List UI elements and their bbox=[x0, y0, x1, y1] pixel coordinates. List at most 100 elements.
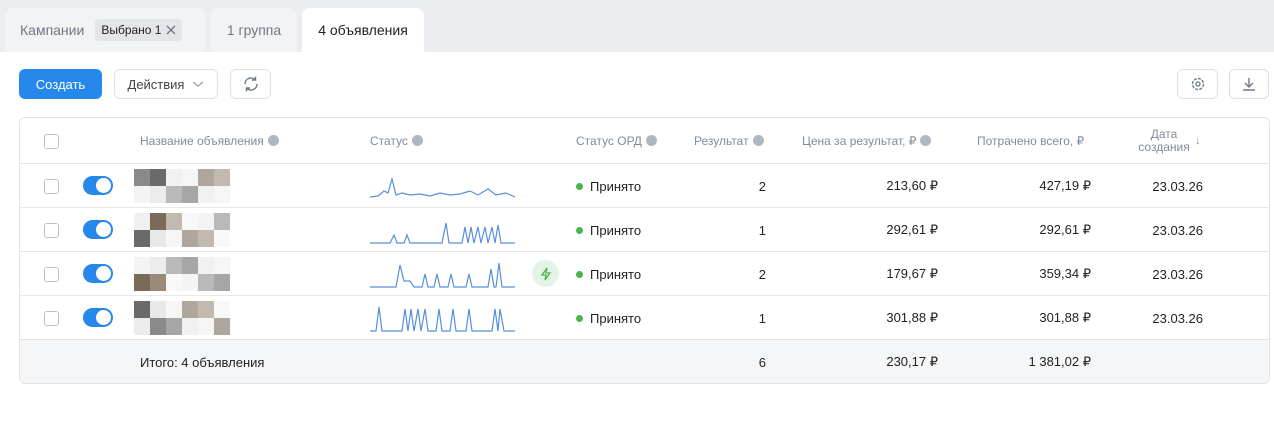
column-header[interactable]: Результат bbox=[694, 118, 764, 163]
status-dot bbox=[576, 183, 583, 190]
blur-block bbox=[166, 186, 182, 203]
gear-icon bbox=[1191, 77, 1204, 91]
button-label: Действия bbox=[127, 76, 185, 92]
column-header[interactable]: Статус ОРД bbox=[576, 118, 657, 163]
blur-block bbox=[134, 230, 150, 247]
refresh-button[interactable] bbox=[230, 69, 271, 99]
total-label: Итого: 4 объявления bbox=[140, 354, 265, 370]
blur-block bbox=[166, 318, 182, 335]
toggle[interactable] bbox=[83, 220, 113, 239]
status-dot bbox=[576, 315, 583, 322]
button-label: Создать bbox=[35, 76, 86, 92]
blur-block bbox=[214, 169, 230, 186]
blur-block bbox=[214, 274, 230, 291]
ord-status: Принято bbox=[590, 178, 642, 194]
row-checkbox[interactable] bbox=[44, 267, 59, 282]
spent: 427,19 ₽ bbox=[1039, 178, 1091, 193]
blur-block bbox=[134, 301, 150, 318]
result: 1 bbox=[758, 310, 766, 326]
row-checkbox[interactable] bbox=[44, 223, 59, 238]
download-button[interactable] bbox=[1229, 69, 1269, 99]
ad-row[interactable]: Принято 2 213,60 ₽ 427,19 ₽ 23.03.26 bbox=[20, 163, 1269, 208]
sparkline-path bbox=[370, 262, 515, 288]
header-label: Статус bbox=[370, 133, 408, 148]
campaigns-tab[interactable]: Кампании Выбрано 1 bbox=[5, 8, 205, 52]
boost-badge[interactable] bbox=[532, 260, 559, 287]
blur-block bbox=[134, 169, 150, 186]
blur-block bbox=[150, 186, 166, 203]
column-header[interactable]: Статус bbox=[370, 118, 423, 163]
toggle[interactable] bbox=[83, 308, 113, 327]
toggle[interactable] bbox=[83, 264, 113, 283]
toggle-knob bbox=[96, 266, 111, 281]
created-date: 23.03.26 bbox=[1152, 222, 1203, 238]
blur-block bbox=[182, 230, 198, 247]
column-header[interactable]: Дата создания ↓ bbox=[1133, 118, 1213, 163]
status-dot bbox=[576, 227, 583, 234]
close-icon[interactable] bbox=[166, 25, 176, 35]
sparkline bbox=[370, 306, 515, 332]
toggle-knob bbox=[96, 310, 111, 325]
blur-block bbox=[150, 301, 166, 318]
ad-thumbnail bbox=[134, 213, 230, 247]
blur-block bbox=[214, 213, 230, 230]
price: 292,61 ₽ bbox=[886, 222, 938, 237]
blur-block bbox=[166, 213, 182, 230]
blur-block bbox=[182, 169, 198, 186]
tab-label: 1 группа bbox=[226, 22, 282, 38]
result: 2 bbox=[758, 178, 766, 194]
blur-block bbox=[198, 301, 214, 318]
price: 179,67 ₽ bbox=[886, 266, 938, 281]
table: Название объявления Статус Статус ОРД Ре… bbox=[19, 117, 1270, 384]
toggle[interactable] bbox=[83, 176, 113, 195]
blur-block bbox=[150, 274, 166, 291]
select-all-checkbox[interactable] bbox=[44, 134, 59, 149]
ad-thumbnail bbox=[134, 301, 230, 335]
blur-block bbox=[182, 186, 198, 203]
result: 2 bbox=[758, 266, 766, 282]
sparkline bbox=[370, 176, 515, 198]
status-dot bbox=[576, 271, 583, 278]
blur-block bbox=[134, 274, 150, 291]
blur-block bbox=[182, 318, 198, 335]
ads-tab[interactable]: 4 объявления bbox=[302, 8, 424, 52]
row-checkbox[interactable] bbox=[44, 311, 59, 326]
row-checkbox[interactable] bbox=[44, 179, 59, 194]
column-header[interactable]: Название объявления bbox=[140, 118, 279, 163]
result: 1 bbox=[758, 222, 766, 238]
blur-block bbox=[198, 257, 214, 274]
total-price: 230,17 ₽ bbox=[886, 354, 938, 369]
groups-tab[interactable]: 1 группа bbox=[211, 8, 297, 52]
bolt-icon bbox=[540, 267, 551, 280]
ad-row[interactable]: Принято 2 179,67 ₽ 359,34 ₽ 23.03.26 bbox=[20, 251, 1269, 296]
column-header[interactable]: Потрачено всего, ₽ bbox=[977, 118, 1084, 163]
price: 301,88 ₽ bbox=[886, 310, 938, 325]
ord-status: Принято bbox=[590, 266, 642, 282]
blur-block bbox=[150, 318, 166, 335]
ad-row[interactable]: Принято 1 301,88 ₽ 301,88 ₽ 23.03.26 bbox=[20, 295, 1269, 340]
ad-row[interactable]: Принято 1 292,61 ₽ 292,61 ₽ 23.03.26 bbox=[20, 207, 1269, 252]
blur-block bbox=[150, 169, 166, 186]
actions-button[interactable]: Действия bbox=[114, 69, 218, 99]
settings-button[interactable] bbox=[1177, 69, 1218, 99]
create-button[interactable]: Создать bbox=[19, 69, 102, 99]
header-label: Дата создания bbox=[1138, 126, 1190, 154]
created-date: 23.03.26 bbox=[1152, 178, 1203, 194]
created-date: 23.03.26 bbox=[1152, 266, 1203, 282]
blur-block bbox=[182, 274, 198, 291]
content: Создать Действия Название объявления Ста… bbox=[0, 52, 1274, 423]
blur-block bbox=[214, 301, 230, 318]
ord-status: Принято bbox=[590, 310, 642, 326]
column-header[interactable]: Цена за результат, ₽ bbox=[802, 118, 932, 163]
spent: 359,34 ₽ bbox=[1039, 266, 1091, 281]
blur-block bbox=[166, 230, 182, 247]
spent: 301,88 ₽ bbox=[1039, 310, 1091, 325]
sparkline-path bbox=[370, 176, 515, 198]
blur-block bbox=[166, 274, 182, 291]
selected-badge[interactable]: Выбрано 1 bbox=[95, 19, 183, 41]
blur-block bbox=[198, 169, 214, 186]
blur-block bbox=[198, 318, 214, 335]
header-label: Статус ОРД bbox=[576, 133, 642, 148]
blur-block bbox=[166, 169, 182, 186]
